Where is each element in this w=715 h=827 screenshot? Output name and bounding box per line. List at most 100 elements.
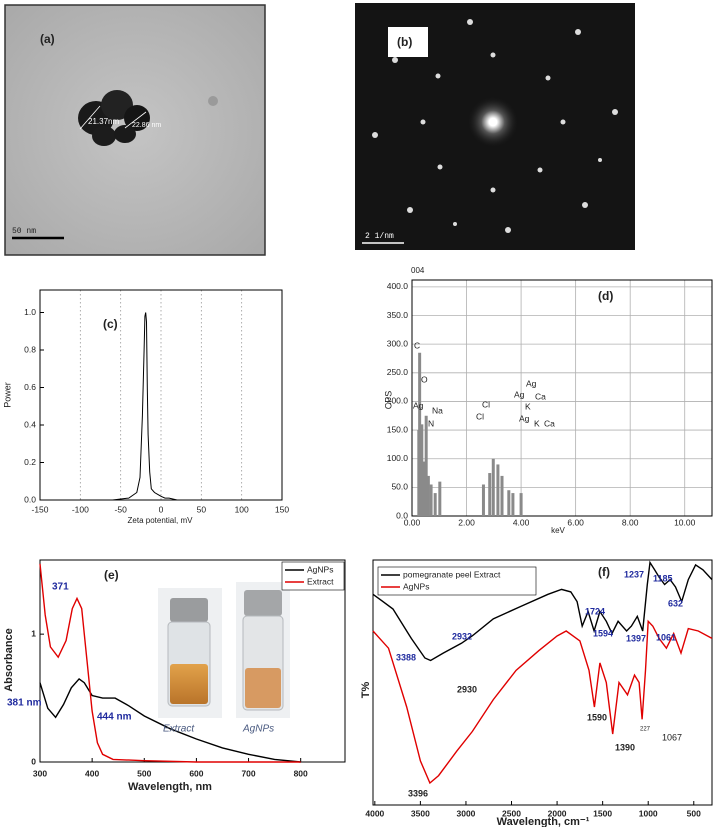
x-tick-label: 10.00 (674, 517, 696, 527)
annotation: Cl (476, 411, 484, 421)
peak-bar (420, 424, 424, 516)
panel-label: (e) (104, 568, 119, 582)
y-tick-label: 1.0 (24, 307, 36, 317)
panel-label: (f) (598, 565, 610, 579)
vial-cap (244, 590, 282, 616)
chart-title: 004 (411, 266, 425, 275)
spot (420, 119, 426, 125)
annotation: Na (432, 405, 443, 415)
annotation: 227 (640, 727, 651, 733)
x-tick-label: 800 (294, 768, 308, 778)
x-tick-label: 500 (137, 768, 151, 778)
tem-image: 21.37nm 22.86 nm 50 nm (a) (4, 4, 266, 256)
spot (407, 207, 413, 213)
y-tick-label: 1 (31, 628, 36, 638)
peak-bar (481, 484, 485, 516)
x-tick-label: 600 (189, 768, 203, 778)
x-tick-label: 500 (687, 808, 701, 818)
x-tick-label: 1000 (639, 808, 658, 818)
y-tick-label: 250.0 (387, 367, 409, 377)
annotation: 371 (52, 582, 69, 593)
measure-line (124, 111, 147, 129)
legend-label: pomegranate peel Extract (403, 569, 501, 579)
vial-liquid (170, 664, 208, 704)
peak-bar (433, 493, 437, 516)
measure-line (79, 105, 101, 130)
annotation: N (428, 418, 434, 428)
y-tick-label: 0.0 (24, 494, 36, 504)
x-tick-label: -100 (72, 504, 89, 514)
y-tick-label: 100.0 (387, 453, 409, 463)
x-tick-label: 700 (241, 768, 255, 778)
annotation: 1594 (593, 628, 613, 638)
central-spot (467, 96, 519, 148)
legend-box (377, 566, 537, 596)
panel-label: (a) (40, 32, 55, 46)
annotation: 1061 (656, 632, 676, 642)
spot (537, 167, 543, 173)
measurement: 21.37nm (88, 117, 119, 126)
x-tick-label: 3000 (456, 808, 475, 818)
y-tick-label: 0.2 (24, 457, 36, 467)
x-axis-label: Wavelength, nm (128, 781, 212, 793)
annotation: 632 (668, 598, 683, 608)
x-tick-label: 400 (85, 768, 99, 778)
peak-bar (491, 458, 495, 516)
annotation: Ca (544, 418, 555, 428)
spot (612, 109, 618, 115)
x-tick-label: -150 (31, 504, 48, 514)
annotation: K (525, 401, 531, 411)
spot (545, 75, 551, 81)
annotation: 3396 (408, 788, 428, 798)
peak-bar (507, 490, 511, 516)
x-tick-label: 0 (159, 504, 164, 514)
x-axis-label: keV (551, 526, 565, 535)
data-line (372, 619, 713, 785)
panel-label: (c) (103, 317, 118, 331)
x-tick-label: 2.00 (458, 517, 475, 527)
y-axis-label: CPS (383, 391, 393, 410)
x-tick-label: 4.00 (513, 517, 530, 527)
peak-bar (438, 481, 442, 516)
panel-label: (d) (598, 289, 613, 303)
annotation: 381 nm (7, 698, 42, 709)
annotation: 1237 (624, 569, 644, 579)
annotation: Extract (163, 724, 195, 735)
particle (124, 105, 150, 131)
peak-bar (500, 475, 504, 516)
y-axis-label: Absorbance (3, 628, 15, 692)
x-tick-label: -50 (115, 504, 128, 514)
spot (437, 164, 443, 170)
spot (560, 119, 566, 125)
y-tick-label: 400.0 (387, 281, 409, 291)
peak-bar (496, 464, 500, 516)
spot (490, 52, 496, 58)
plot-frame (411, 279, 713, 517)
y-axis-label: T% (360, 682, 372, 699)
peak-bar (488, 473, 492, 516)
annotation: O (421, 374, 428, 384)
y-tick-label: 350.0 (387, 310, 409, 320)
spot (467, 19, 473, 25)
panel-label: (b) (397, 35, 412, 49)
annotation: 1397 (626, 633, 646, 643)
x-tick-label: 1500 (593, 808, 612, 818)
annotation: 2930 (457, 684, 477, 694)
scale-label: 2 1/nm (365, 232, 394, 241)
annotation: AgNPs (242, 724, 274, 735)
plot-frame (372, 559, 713, 806)
spot (505, 227, 511, 233)
y-tick-label: 0.0 (396, 510, 408, 520)
spot (435, 73, 441, 79)
x-axis-label: Wavelength, cm⁻¹ (497, 816, 590, 827)
label-box (388, 27, 428, 57)
particle (92, 126, 116, 146)
peak-bar (519, 493, 523, 516)
y-tick-label: 0.4 (24, 419, 36, 429)
data-line (40, 312, 282, 501)
annotation: 1724 (585, 606, 605, 616)
y-axis-label: Power (2, 382, 12, 408)
annotation: 1590 (587, 712, 607, 722)
